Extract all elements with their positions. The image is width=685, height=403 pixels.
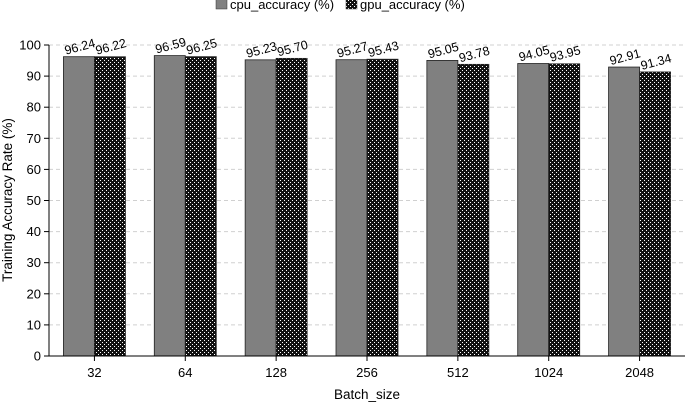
bar-cpu <box>608 66 640 357</box>
data-label: 95.70 <box>276 38 310 60</box>
x-tick-label: 1024 <box>534 365 563 380</box>
data-label: 93.95 <box>548 43 582 65</box>
y-tick-label: 100 <box>19 38 41 53</box>
y-tick-layer: 0 10 20 30 40 50 60 70 80 90 100 <box>19 38 49 364</box>
data-label: 95.27 <box>336 39 370 61</box>
bar-cpu <box>426 59 459 357</box>
bar-gpu <box>639 71 671 357</box>
legend-label-cpu: cpu_accuracy (%) <box>230 0 334 12</box>
bar-gpu <box>275 57 308 357</box>
data-label: 96.25 <box>185 36 219 58</box>
y-tick-label: 30 <box>27 255 41 270</box>
x-tick-label: 256 <box>356 365 378 380</box>
data-label: 94.05 <box>517 43 551 65</box>
data-label: 96.59 <box>154 35 188 57</box>
data-label: 96.24 <box>63 36 97 58</box>
legend-swatch-gpu <box>345 0 358 10</box>
axis-layer <box>48 45 685 357</box>
legend-label-gpu: gpu_accuracy (%) <box>360 0 465 12</box>
bar-gpu <box>548 63 581 357</box>
data-label: 95.23 <box>245 39 279 61</box>
bar-cpu <box>244 59 277 357</box>
data-label: 96.22 <box>94 36 128 58</box>
bar-gpu <box>457 63 490 357</box>
x-tick-layer: 32 64 128 256 512 1024 2048 <box>87 356 654 380</box>
data-label: 95.05 <box>426 40 460 62</box>
data-label: 95.43 <box>367 39 401 61</box>
y-tick-label: 80 <box>27 100 41 115</box>
bar-cpu <box>153 55 186 357</box>
bar-cpu <box>517 63 550 357</box>
x-tick-label: 128 <box>265 365 287 380</box>
bar-cpu <box>63 56 95 357</box>
data-label: 91.34 <box>639 51 673 73</box>
x-tick-label: 32 <box>87 365 101 380</box>
y-tick-label: 90 <box>27 69 41 84</box>
bar-layer <box>63 55 671 357</box>
y-tick-label: 0 <box>34 349 41 364</box>
data-label: 92.91 <box>608 46 642 68</box>
y-axis-title: Training Accuracy Rate (%) <box>0 118 15 282</box>
x-axis-title: Batch_size <box>334 387 400 402</box>
legend-swatch-cpu <box>215 0 228 10</box>
bar-gpu <box>366 58 399 357</box>
legend: cpu_accuracy (%) gpu_accuracy (%) <box>215 0 465 12</box>
y-tick-label: 10 <box>27 317 41 332</box>
y-tick-label: 20 <box>27 286 41 301</box>
bar-cpu <box>335 59 368 357</box>
y-tick-label: 50 <box>27 193 41 208</box>
x-tick-label: 64 <box>178 365 192 380</box>
y-tick-label: 40 <box>27 224 41 239</box>
y-tick-label: 60 <box>27 162 41 177</box>
bar-gpu <box>94 56 126 357</box>
x-tick-label: 512 <box>447 365 469 380</box>
x-tick-label: 2048 <box>625 365 654 380</box>
bar-gpu <box>184 56 217 357</box>
y-tick-label: 70 <box>27 131 41 146</box>
data-label: 93.78 <box>457 44 491 66</box>
